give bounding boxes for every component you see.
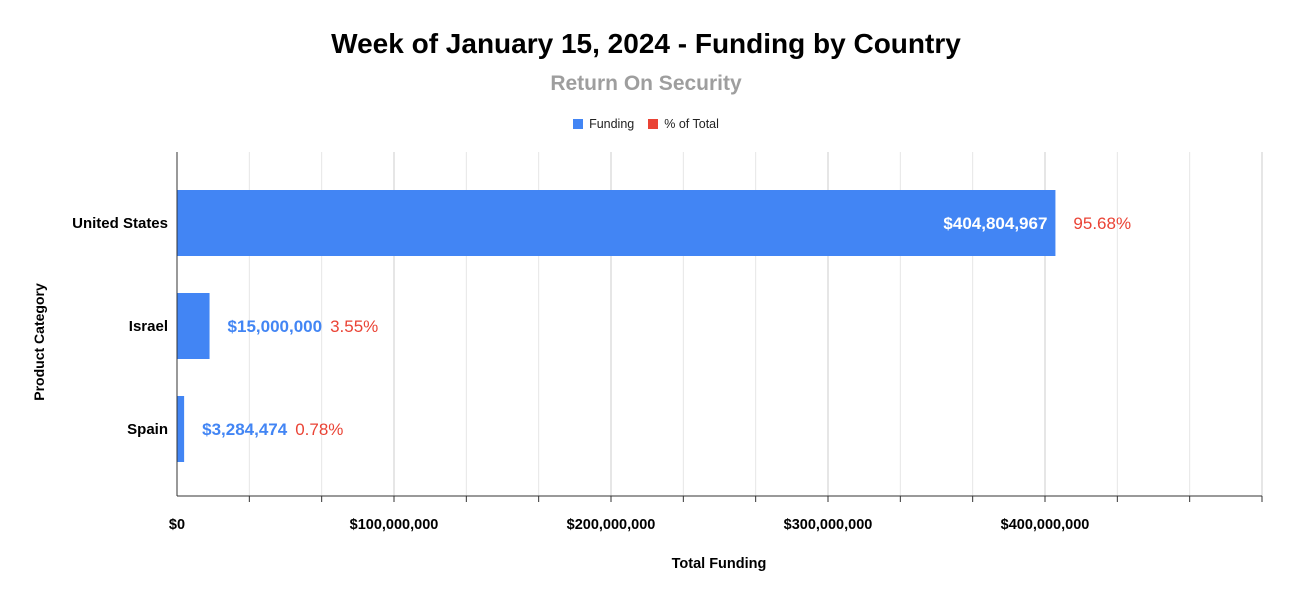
chart-subtitle: Return On Security	[550, 72, 742, 95]
x-tick-label: $100,000,000	[350, 517, 439, 533]
x-axis: $0 $100,000,000 $200,000,000 $300,000,000 $4…	[169, 152, 1263, 533]
x-axis-label: Total Funding	[672, 556, 767, 572]
y-category-label: Israel	[129, 318, 168, 335]
x-tick-label: $200,000,000	[567, 517, 656, 533]
legend-label-percent: % of Total	[664, 117, 719, 131]
y-axis-label: Product Category	[31, 283, 47, 401]
legend: Funding % of Total	[0, 117, 1292, 131]
legend-label-funding: Funding	[589, 117, 635, 131]
bar-funding	[177, 293, 210, 359]
legend-swatch-percent	[648, 119, 659, 129]
bars: United States $404,804,967 95.68% Israel $15…	[72, 190, 1131, 462]
legend-swatch-funding	[573, 119, 584, 129]
bar-funding	[177, 190, 1056, 256]
legend-item-percent: % of Total	[648, 117, 719, 131]
y-category-label: United States	[72, 215, 168, 232]
data-label-funding: $3,284,474	[202, 420, 288, 439]
data-label-funding: $404,804,967	[943, 214, 1047, 233]
data-label-percent: 0.78%	[295, 420, 343, 439]
x-tick-label: $300,000,000	[784, 517, 873, 533]
x-tick-label: $0	[169, 517, 185, 533]
y-category-label: Spain	[127, 421, 168, 438]
data-label-funding: $15,000,000	[228, 317, 323, 336]
data-label-percent: 95.68%	[1073, 214, 1131, 233]
data-label-percent: 3.55%	[330, 317, 378, 336]
legend-item-funding: Funding	[573, 117, 634, 131]
x-tick-label: $400,000,000	[1001, 517, 1090, 533]
chart-title: Week of January 15, 2024 - Funding by Co…	[331, 28, 961, 59]
bar-funding	[177, 396, 185, 462]
